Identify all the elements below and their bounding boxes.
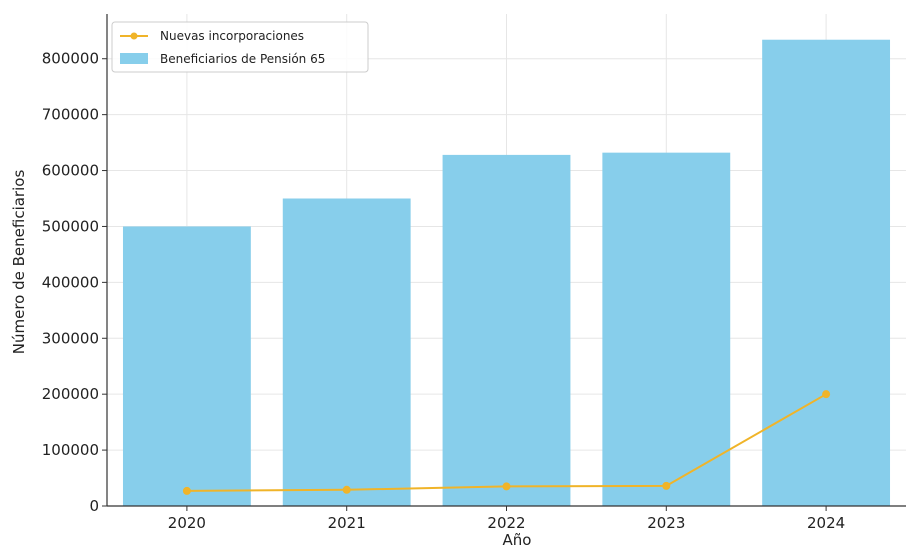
y-tick-label: 500000 (42, 217, 99, 235)
y-axis-ticks: 0 100000 200000 300000 400000 500000 600000 700… (42, 50, 107, 515)
y-axis-label: Número de Beneficiarios (10, 170, 28, 355)
y-tick-label: 0 (89, 497, 99, 515)
line-point (822, 390, 831, 399)
x-axis-label: Año (503, 531, 532, 549)
line-point (662, 481, 671, 490)
bar (122, 226, 251, 507)
line-series (182, 390, 831, 495)
line-point (342, 485, 351, 494)
y-tick-label: 200000 (42, 385, 99, 403)
x-tick-label: 2020 (168, 514, 206, 532)
bar-series (122, 39, 891, 507)
x-tick-label: 2022 (487, 514, 525, 532)
y-tick-label: 400000 (42, 273, 99, 291)
legend-label-line: Nuevas incorporaciones (160, 29, 304, 43)
bar (602, 152, 731, 506)
bar (282, 198, 411, 506)
x-tick-label: 2024 (807, 514, 845, 532)
x-tick-label: 2021 (328, 514, 366, 532)
x-tick-label: 2023 (647, 514, 685, 532)
x-axis-ticks: 2020 2021 2022 2023 2024 (168, 506, 845, 532)
bar (442, 154, 571, 506)
y-tick-label: 700000 (42, 106, 99, 124)
line-point (182, 486, 191, 495)
bar (762, 39, 891, 507)
y-tick-label: 600000 (42, 162, 99, 180)
legend-frame (111, 21, 369, 73)
legend-line-marker (130, 32, 138, 40)
line-point (502, 482, 511, 491)
legend: Nuevas incorporaciones Beneficiarios de … (111, 21, 369, 73)
legend-label-bar: Beneficiarios de Pensión 65 (160, 52, 325, 66)
y-tick-label: 800000 (42, 50, 99, 68)
y-tick-label: 100000 (42, 441, 99, 459)
legend-bar-swatch (120, 53, 148, 64)
y-tick-label: 300000 (42, 329, 99, 347)
